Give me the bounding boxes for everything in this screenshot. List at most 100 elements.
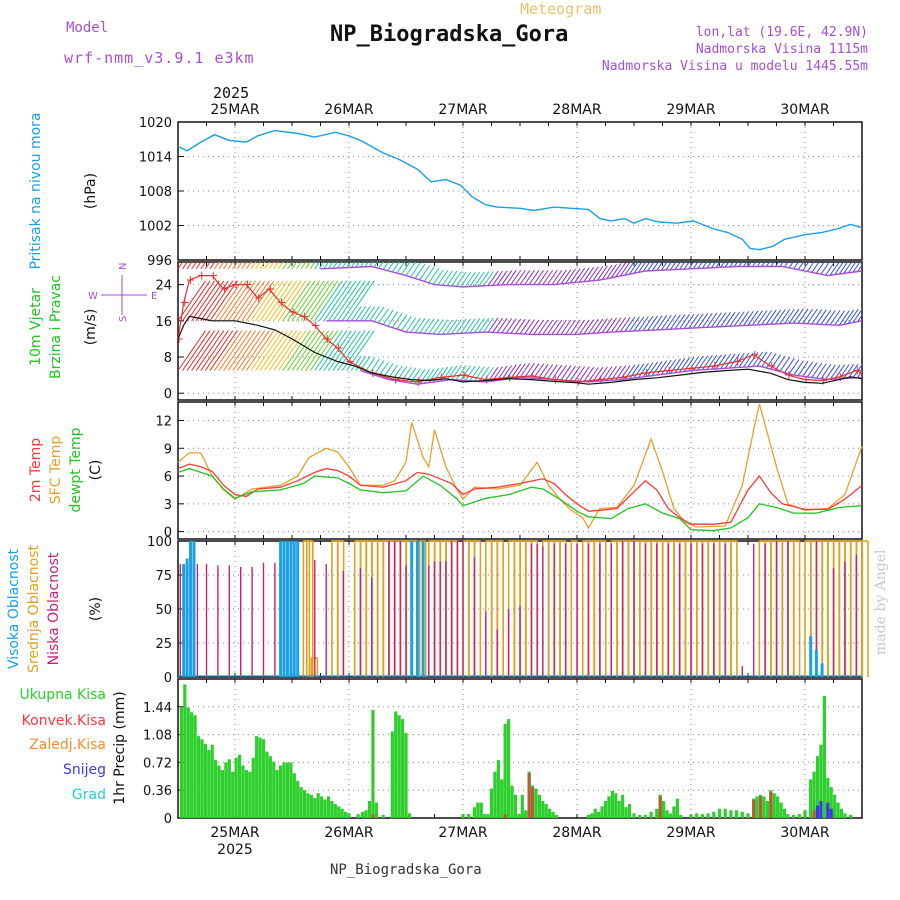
wind-barb — [328, 330, 357, 371]
xtick-label-top: 27MAR — [438, 102, 487, 118]
wind-barb — [300, 280, 330, 322]
gust-marker: + — [208, 269, 218, 283]
ytick-label: 0.36 — [143, 784, 172, 799]
wind-barb — [583, 319, 595, 335]
wind-barb — [528, 269, 540, 285]
wind-barb — [597, 366, 608, 382]
precip-bar — [551, 811, 555, 818]
wind-barb — [811, 262, 820, 273]
wind-barb — [770, 262, 775, 267]
wind-barb — [364, 262, 369, 268]
wind-barb — [815, 363, 827, 379]
wind-barb — [309, 330, 339, 371]
wind-barb — [519, 319, 531, 335]
wind-barb — [515, 318, 526, 334]
wind-barb — [720, 353, 731, 369]
precip-bar — [279, 765, 283, 818]
ytick-label: 0 — [164, 812, 172, 827]
precip-bar — [500, 779, 504, 818]
wind-barb — [387, 262, 395, 272]
precip-bar — [755, 796, 759, 818]
precip-bar — [826, 777, 830, 818]
wind-barb — [592, 266, 604, 282]
precip-bar — [819, 801, 823, 818]
xtick-label-top: 28MAR — [552, 102, 601, 118]
wind-barb — [660, 262, 668, 271]
gust-marker: + — [750, 348, 760, 362]
wind-barb — [825, 364, 836, 380]
ytick-label: 1.08 — [143, 729, 172, 744]
wind-barb — [446, 365, 458, 381]
wind-barb — [464, 365, 476, 381]
wind-barb — [715, 262, 721, 268]
precip-bar — [593, 808, 597, 818]
wind-barb — [178, 280, 206, 322]
precip-bar — [179, 707, 184, 818]
wind-barb — [606, 317, 617, 333]
precip-bar — [507, 719, 511, 818]
precip-bar — [371, 814, 375, 818]
wind-barb — [437, 270, 449, 286]
wind-barb — [227, 280, 257, 322]
wind-barb — [683, 262, 690, 270]
wind-level-line — [320, 265, 862, 288]
wind-barb — [597, 265, 608, 281]
wind-barb — [405, 367, 417, 383]
precip-bar — [627, 804, 632, 818]
cloud-ylabel-c: Niska Oblacnost — [46, 552, 62, 665]
wind-barb — [255, 262, 261, 270]
precip-bar — [758, 796, 763, 818]
wind-barb — [487, 270, 499, 286]
wind-barb — [282, 330, 311, 371]
wind-barb — [296, 262, 302, 270]
wind-barb — [277, 262, 284, 270]
wind-barb — [724, 262, 730, 268]
xtick-label-top: 29MAR — [666, 102, 715, 118]
wind-barb — [838, 310, 850, 326]
xtick-label-bottom: 29MAR — [666, 825, 715, 841]
wind-barb — [350, 262, 356, 268]
wind-barb — [560, 269, 572, 285]
wind-barb — [355, 262, 361, 268]
wind-barb — [214, 330, 243, 371]
precip-bar — [231, 771, 235, 818]
wind-barb — [610, 317, 622, 333]
wind-barb — [287, 262, 293, 270]
temp-sfc-line — [177, 403, 863, 530]
precip-bar — [381, 814, 385, 818]
wind-barb — [743, 262, 748, 267]
precip-bar — [467, 814, 471, 818]
wind-barb — [218, 262, 225, 270]
wind-barb — [178, 330, 206, 371]
precip-bar — [548, 808, 552, 818]
wind-barb — [337, 330, 366, 371]
temp-2m-line — [177, 463, 863, 525]
wind-barb — [259, 280, 288, 322]
ytick-label: 1020 — [139, 116, 172, 131]
wind-barb — [674, 314, 686, 330]
ytick-label: 996 — [147, 254, 172, 269]
wind-barb — [793, 308, 804, 324]
wind-ylabel-b: Brzina i Pravac — [48, 275, 64, 379]
precip-bar — [337, 806, 341, 818]
wind-barb — [460, 318, 472, 334]
wind-barb — [784, 308, 795, 324]
wind-barb — [829, 262, 840, 276]
precip-bar — [621, 794, 625, 818]
wind-barb — [574, 319, 586, 335]
wind-barb — [195, 262, 202, 270]
wind-barb — [765, 353, 777, 369]
wind-barb — [442, 270, 453, 286]
precip-bar — [217, 765, 221, 818]
wind-barb — [209, 262, 216, 270]
wind-barb — [204, 262, 211, 270]
ytick-label: 75 — [155, 569, 172, 584]
wind-barb — [259, 262, 266, 270]
precip-bar — [665, 810, 669, 818]
precip-bar — [461, 814, 465, 818]
wind-barb — [191, 262, 197, 270]
precip-bar — [203, 743, 207, 818]
wind-barb — [473, 366, 485, 382]
wind-barb — [597, 318, 608, 334]
